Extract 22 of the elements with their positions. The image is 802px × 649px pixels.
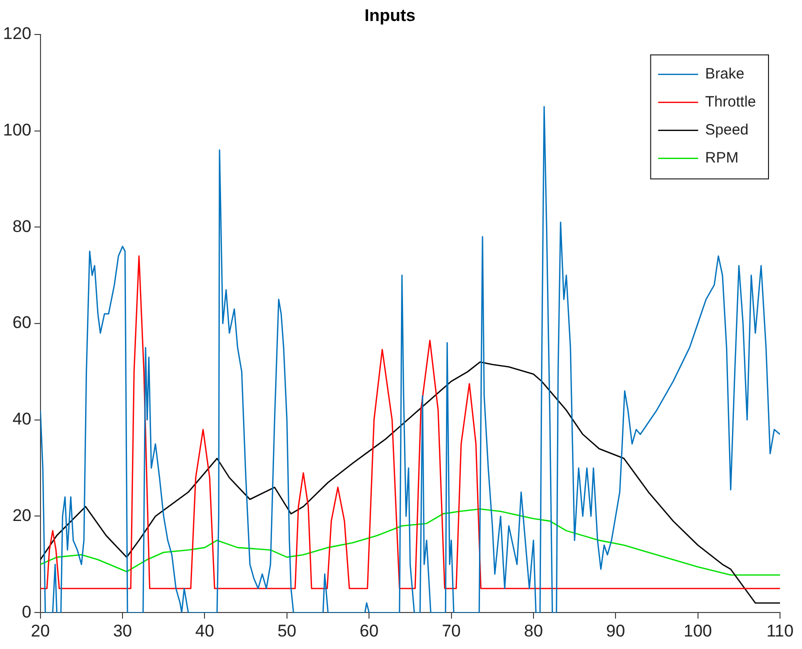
- y-tick-label: 100: [2, 120, 32, 140]
- legend-label: Throttle: [705, 94, 756, 111]
- x-tick-label: 90: [606, 621, 626, 640]
- y-tick-label: 120: [2, 24, 32, 44]
- x-tick-label: 70: [442, 621, 461, 640]
- x-tick-label: 50: [277, 621, 296, 640]
- legend-label: Speed: [705, 122, 749, 139]
- y-tick-label: 0: [22, 602, 32, 622]
- y-tick-label: 80: [12, 216, 32, 236]
- chart-title: Inputs: [364, 6, 416, 25]
- x-tick-label: 40: [195, 621, 214, 640]
- x-tick-label: 60: [360, 621, 379, 640]
- x-tick-label: 100: [684, 621, 712, 640]
- legend-label: RPM: [705, 150, 738, 167]
- legend-label: Brake: [705, 66, 744, 83]
- x-tick-label: 80: [524, 621, 543, 640]
- x-tick-label: 20: [30, 621, 50, 640]
- x-tick-label: 30: [113, 621, 132, 640]
- y-tick-label: 20: [12, 506, 32, 525]
- y-tick-label: 60: [12, 313, 32, 332]
- x-tick-label: 110: [766, 621, 794, 640]
- y-tick-label: 40: [12, 410, 32, 429]
